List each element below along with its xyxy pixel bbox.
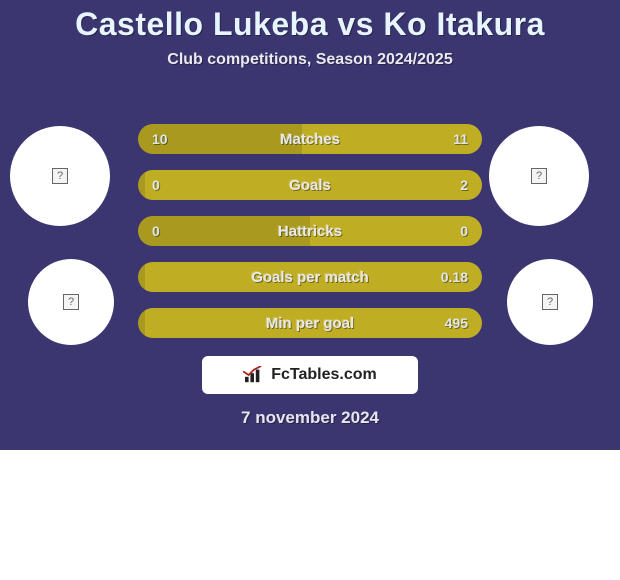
- stat-rows: Matches1011Goals02Hattricks00Goals per m…: [138, 124, 482, 354]
- player2-avatar: ?: [489, 126, 589, 226]
- comparison-card: Castello Lukeba vs Ko Itakura Club compe…: [0, 0, 620, 450]
- broken-image-icon: ?: [531, 168, 547, 184]
- stat-value-left: 0: [152, 216, 160, 246]
- stat-value-right: 11: [453, 124, 468, 154]
- stat-value-right: 0: [460, 216, 468, 246]
- subtitle: Club competitions, Season 2024/2025: [0, 51, 620, 69]
- attribution-text: FcTables.com: [271, 366, 377, 384]
- stat-row: Min per goal495: [138, 308, 482, 338]
- stat-label: Min per goal: [138, 308, 482, 338]
- stat-label: Goals per match: [138, 262, 482, 292]
- player1-club-avatar: ?: [28, 259, 114, 345]
- stat-value-left: 10: [152, 124, 168, 154]
- broken-image-icon: ?: [63, 294, 79, 310]
- date-label: 7 november 2024: [0, 408, 620, 428]
- player2-club-avatar: ?: [507, 259, 593, 345]
- stat-value-left: 0: [152, 170, 160, 200]
- attribution-badge: FcTables.com: [202, 356, 418, 394]
- player1-avatar: ?: [10, 126, 110, 226]
- broken-image-icon: ?: [52, 168, 68, 184]
- stat-value-right: 2: [460, 170, 468, 200]
- broken-image-icon: ?: [542, 294, 558, 310]
- stat-row: Hattricks0 0: [138, 216, 482, 246]
- bar-chart-icon: [243, 366, 265, 384]
- stat-row: Goals0 2: [138, 170, 482, 200]
- stat-label: Goals: [138, 170, 482, 200]
- page-title: Castello Lukeba vs Ko Itakura: [0, 6, 620, 43]
- stat-label: Matches: [138, 124, 482, 154]
- stat-value-right: 495: [445, 308, 468, 338]
- stat-row: Goals per match0.18: [138, 262, 482, 292]
- stat-value-right: 0.18: [441, 262, 468, 292]
- stat-label: Hattricks: [138, 216, 482, 246]
- stat-row: Matches10 11: [138, 124, 482, 154]
